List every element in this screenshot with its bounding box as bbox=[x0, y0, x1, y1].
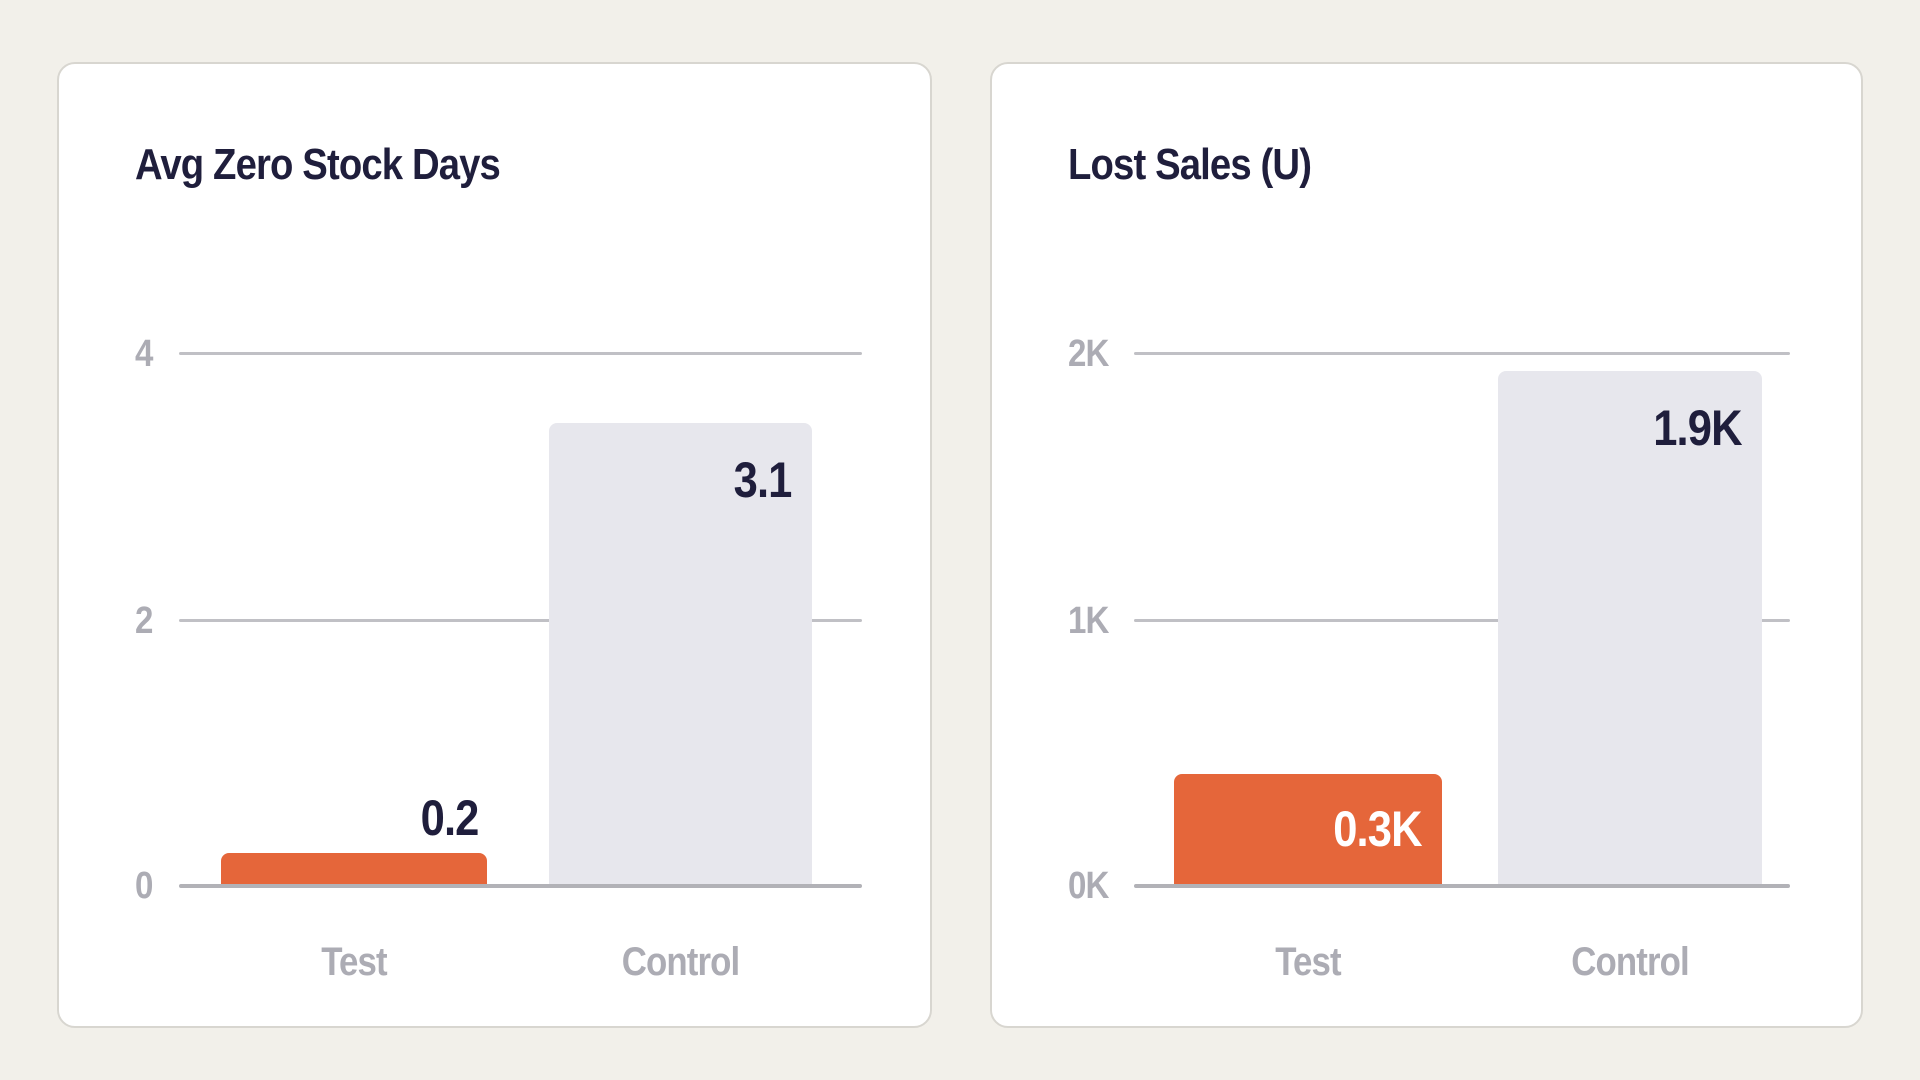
bar-value-label: 0.2 bbox=[421, 790, 480, 846]
y-tick-label: 0 bbox=[135, 865, 153, 907]
gridline bbox=[1134, 619, 1790, 622]
baseline-gridline bbox=[1134, 884, 1790, 888]
chart-card-avg-zero-stock-days: Avg Zero Stock Days 4 2 0 0.2 3.1 Test C… bbox=[57, 62, 932, 1028]
gridline bbox=[179, 619, 862, 622]
bar-value-label: 0.3K bbox=[1333, 801, 1423, 857]
bar-rect-control bbox=[549, 423, 812, 884]
bar-rect-control bbox=[1498, 371, 1762, 884]
bar-value-label: 3.1 bbox=[734, 452, 793, 508]
category-label-control: Control bbox=[621, 940, 740, 984]
bar-rect-test bbox=[1174, 774, 1442, 884]
chart-card-lost-sales: Lost Sales (U) 2K 1K 0K 0.3K 1.9K Test C… bbox=[990, 62, 1863, 1028]
gridline bbox=[1134, 352, 1790, 355]
category-label-test: Test bbox=[321, 940, 387, 984]
y-tick-label: 0K bbox=[1068, 865, 1109, 907]
chart-title: Avg Zero Stock Days bbox=[135, 140, 501, 189]
y-tick-label: 1K bbox=[1068, 600, 1109, 642]
baseline-gridline bbox=[179, 884, 862, 888]
y-tick-label: 2K bbox=[1068, 333, 1109, 375]
bar-test: 0.3K bbox=[1174, 774, 1442, 884]
y-tick-label: 4 bbox=[135, 333, 153, 375]
bar-control: 1.9K bbox=[1498, 371, 1762, 884]
bar-value-label: 1.9K bbox=[1653, 400, 1743, 456]
chart-title: Lost Sales (U) bbox=[1068, 140, 1312, 189]
bar-control: 3.1 bbox=[549, 423, 812, 884]
category-label-test: Test bbox=[1275, 940, 1341, 984]
category-label-control: Control bbox=[1571, 940, 1689, 984]
bar-test: 0.2 bbox=[221, 790, 487, 884]
bar-rect-test bbox=[221, 853, 487, 884]
y-tick-label: 2 bbox=[135, 600, 153, 642]
gridline bbox=[179, 352, 862, 355]
